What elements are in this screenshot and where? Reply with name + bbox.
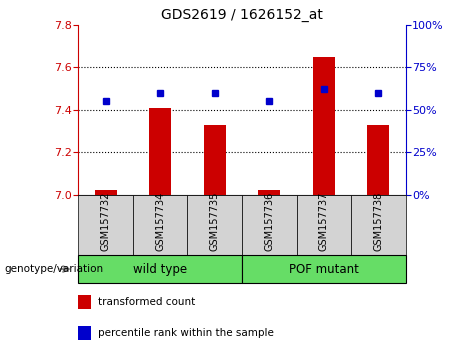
Bar [78, 195, 133, 255]
Bar [351, 195, 406, 255]
Bar [133, 195, 188, 255]
Text: transformed count: transformed count [98, 297, 195, 307]
Bar [188, 195, 242, 255]
Bar [313, 57, 335, 195]
Text: genotype/variation: genotype/variation [5, 264, 104, 274]
Bar [296, 195, 351, 255]
Text: GSM157735: GSM157735 [210, 192, 220, 251]
Bar [242, 195, 296, 255]
Bar [204, 125, 226, 195]
Bar [78, 255, 242, 283]
Bar [242, 255, 406, 283]
Title: GDS2619 / 1626152_at: GDS2619 / 1626152_at [161, 8, 323, 22]
Bar [149, 108, 171, 195]
Text: GSM157732: GSM157732 [100, 192, 111, 251]
Text: POF mutant: POF mutant [289, 263, 359, 275]
Text: wild type: wild type [133, 263, 187, 275]
Bar [78, 326, 91, 340]
Text: GSM157737: GSM157737 [319, 192, 329, 251]
Bar [78, 295, 91, 309]
Bar [367, 125, 389, 195]
Bar [95, 190, 117, 195]
Text: percentile rank within the sample: percentile rank within the sample [98, 328, 274, 338]
Text: GSM157738: GSM157738 [373, 192, 384, 251]
Bar [258, 190, 280, 195]
Text: GSM157736: GSM157736 [264, 192, 274, 251]
Text: GSM157734: GSM157734 [155, 192, 165, 251]
